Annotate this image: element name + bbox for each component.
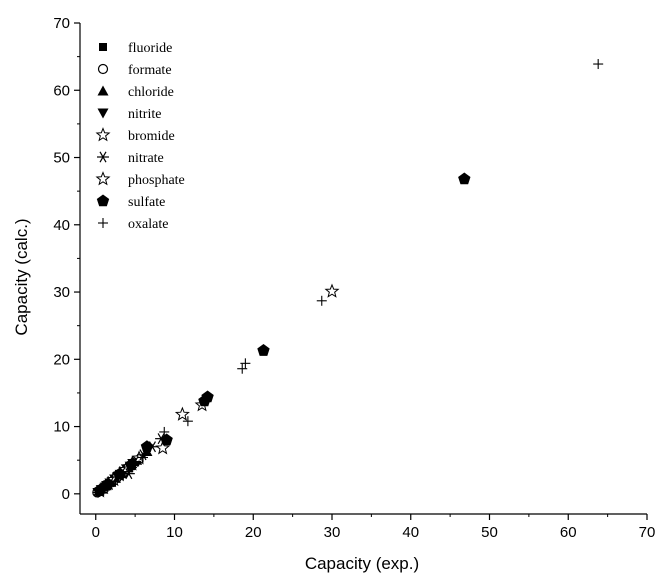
data-point-oxalate [240, 358, 251, 369]
legend-label-formate: formate [128, 63, 172, 78]
data-point-sulfate [113, 467, 126, 480]
x-tick-label: 10 [166, 524, 183, 541]
legend-item-nitrate: nitrate [97, 151, 164, 166]
x-tick-label: 20 [245, 524, 262, 541]
legend-marker-nitrite [97, 108, 109, 119]
data-point-oxalate [593, 59, 604, 70]
data-point-sulfate [140, 440, 154, 452]
legend-item-phosphate: phosphate [95, 171, 185, 188]
legend-label-bromide: bromide [128, 129, 175, 144]
data-point-sulfate [257, 344, 270, 356]
y-tick-label: 50 [53, 150, 70, 167]
data-point-oxalate [126, 462, 137, 473]
legend-item-chloride: chloride [97, 85, 174, 100]
data-point-sulfate [458, 172, 471, 185]
legend-marker-oxalate [98, 218, 108, 228]
legend-label-nitrate: nitrate [128, 151, 164, 166]
y-tick-label: 10 [53, 419, 70, 436]
legend-item-sulfate: sulfate [96, 194, 165, 210]
x-tick-label: 40 [402, 524, 419, 541]
y-tick-label: 30 [53, 284, 70, 301]
data-point-oxalate [237, 363, 248, 374]
legend-item-oxalate: oxalate [98, 217, 168, 232]
legend-label-sulfate: sulfate [128, 195, 165, 210]
legend-item-nitrite: nitrite [97, 107, 161, 122]
legend-marker-nitrate [97, 151, 109, 163]
y-tick-label: 0 [62, 486, 70, 503]
data-point-sulfate [201, 390, 214, 403]
legend-marker-formate [97, 63, 109, 75]
legend-label-phosphate: phosphate [128, 173, 185, 188]
data-point-oxalate [93, 487, 104, 498]
legend-label-nitrite: nitrite [128, 107, 161, 122]
data-point-phosphate [324, 283, 340, 298]
data-point-sulfate [160, 433, 173, 446]
plot-area [92, 59, 604, 498]
data-point-oxalate [104, 480, 115, 491]
asterisk-stroke [99, 151, 107, 163]
y-tick-label: 20 [53, 351, 70, 368]
y-tick-label: 60 [53, 82, 70, 99]
data-point-oxalate [118, 469, 129, 480]
x-tick-label: 0 [92, 524, 100, 541]
x-axis-label: Capacity (exp.) [305, 554, 419, 573]
x-tick-label: 50 [481, 524, 498, 541]
data-point-oxalate [182, 416, 193, 427]
legend-label-oxalate: oxalate [128, 217, 168, 232]
y-tick-label: 70 [53, 15, 70, 32]
series-sulfate [93, 172, 471, 496]
x-tick-label: 70 [639, 524, 656, 541]
legend-item-formate: formate [97, 63, 172, 78]
data-point-bromide [155, 440, 171, 455]
x-tick-label: 60 [560, 524, 577, 541]
legend: fluoride formate chloride nitrite bromide nit… [95, 41, 185, 232]
legend-marker-chloride [97, 85, 109, 96]
legend-label-fluoride: fluoride [128, 41, 172, 56]
data-point-oxalate [97, 484, 108, 495]
asterisk-stroke [125, 468, 133, 480]
data-point-oxalate [316, 295, 327, 306]
axes: 0 10 20 30 40 50 60 70 0 10 20 30 40 50 60 70 [53, 15, 655, 541]
data-point-oxalate [110, 476, 121, 487]
data-point-phosphate [174, 406, 190, 421]
y-axis-label: Capacity (calc.) [12, 218, 31, 335]
legend-item-fluoride: fluoride [99, 41, 172, 56]
series-oxalate [93, 59, 604, 498]
data-point-oxalate [159, 426, 170, 437]
data-point-oxalate [138, 452, 148, 463]
legend-item-bromide: bromide [95, 127, 175, 144]
legend-marker-phosphate [95, 171, 111, 186]
y-tick-label: 40 [53, 217, 70, 234]
legend-marker-bromide [95, 127, 111, 142]
legend-marker-fluoride [99, 43, 107, 51]
x-tick-label: 30 [324, 524, 341, 541]
legend-label-chloride: chloride [128, 85, 174, 100]
legend-marker-sulfate [96, 194, 110, 207]
